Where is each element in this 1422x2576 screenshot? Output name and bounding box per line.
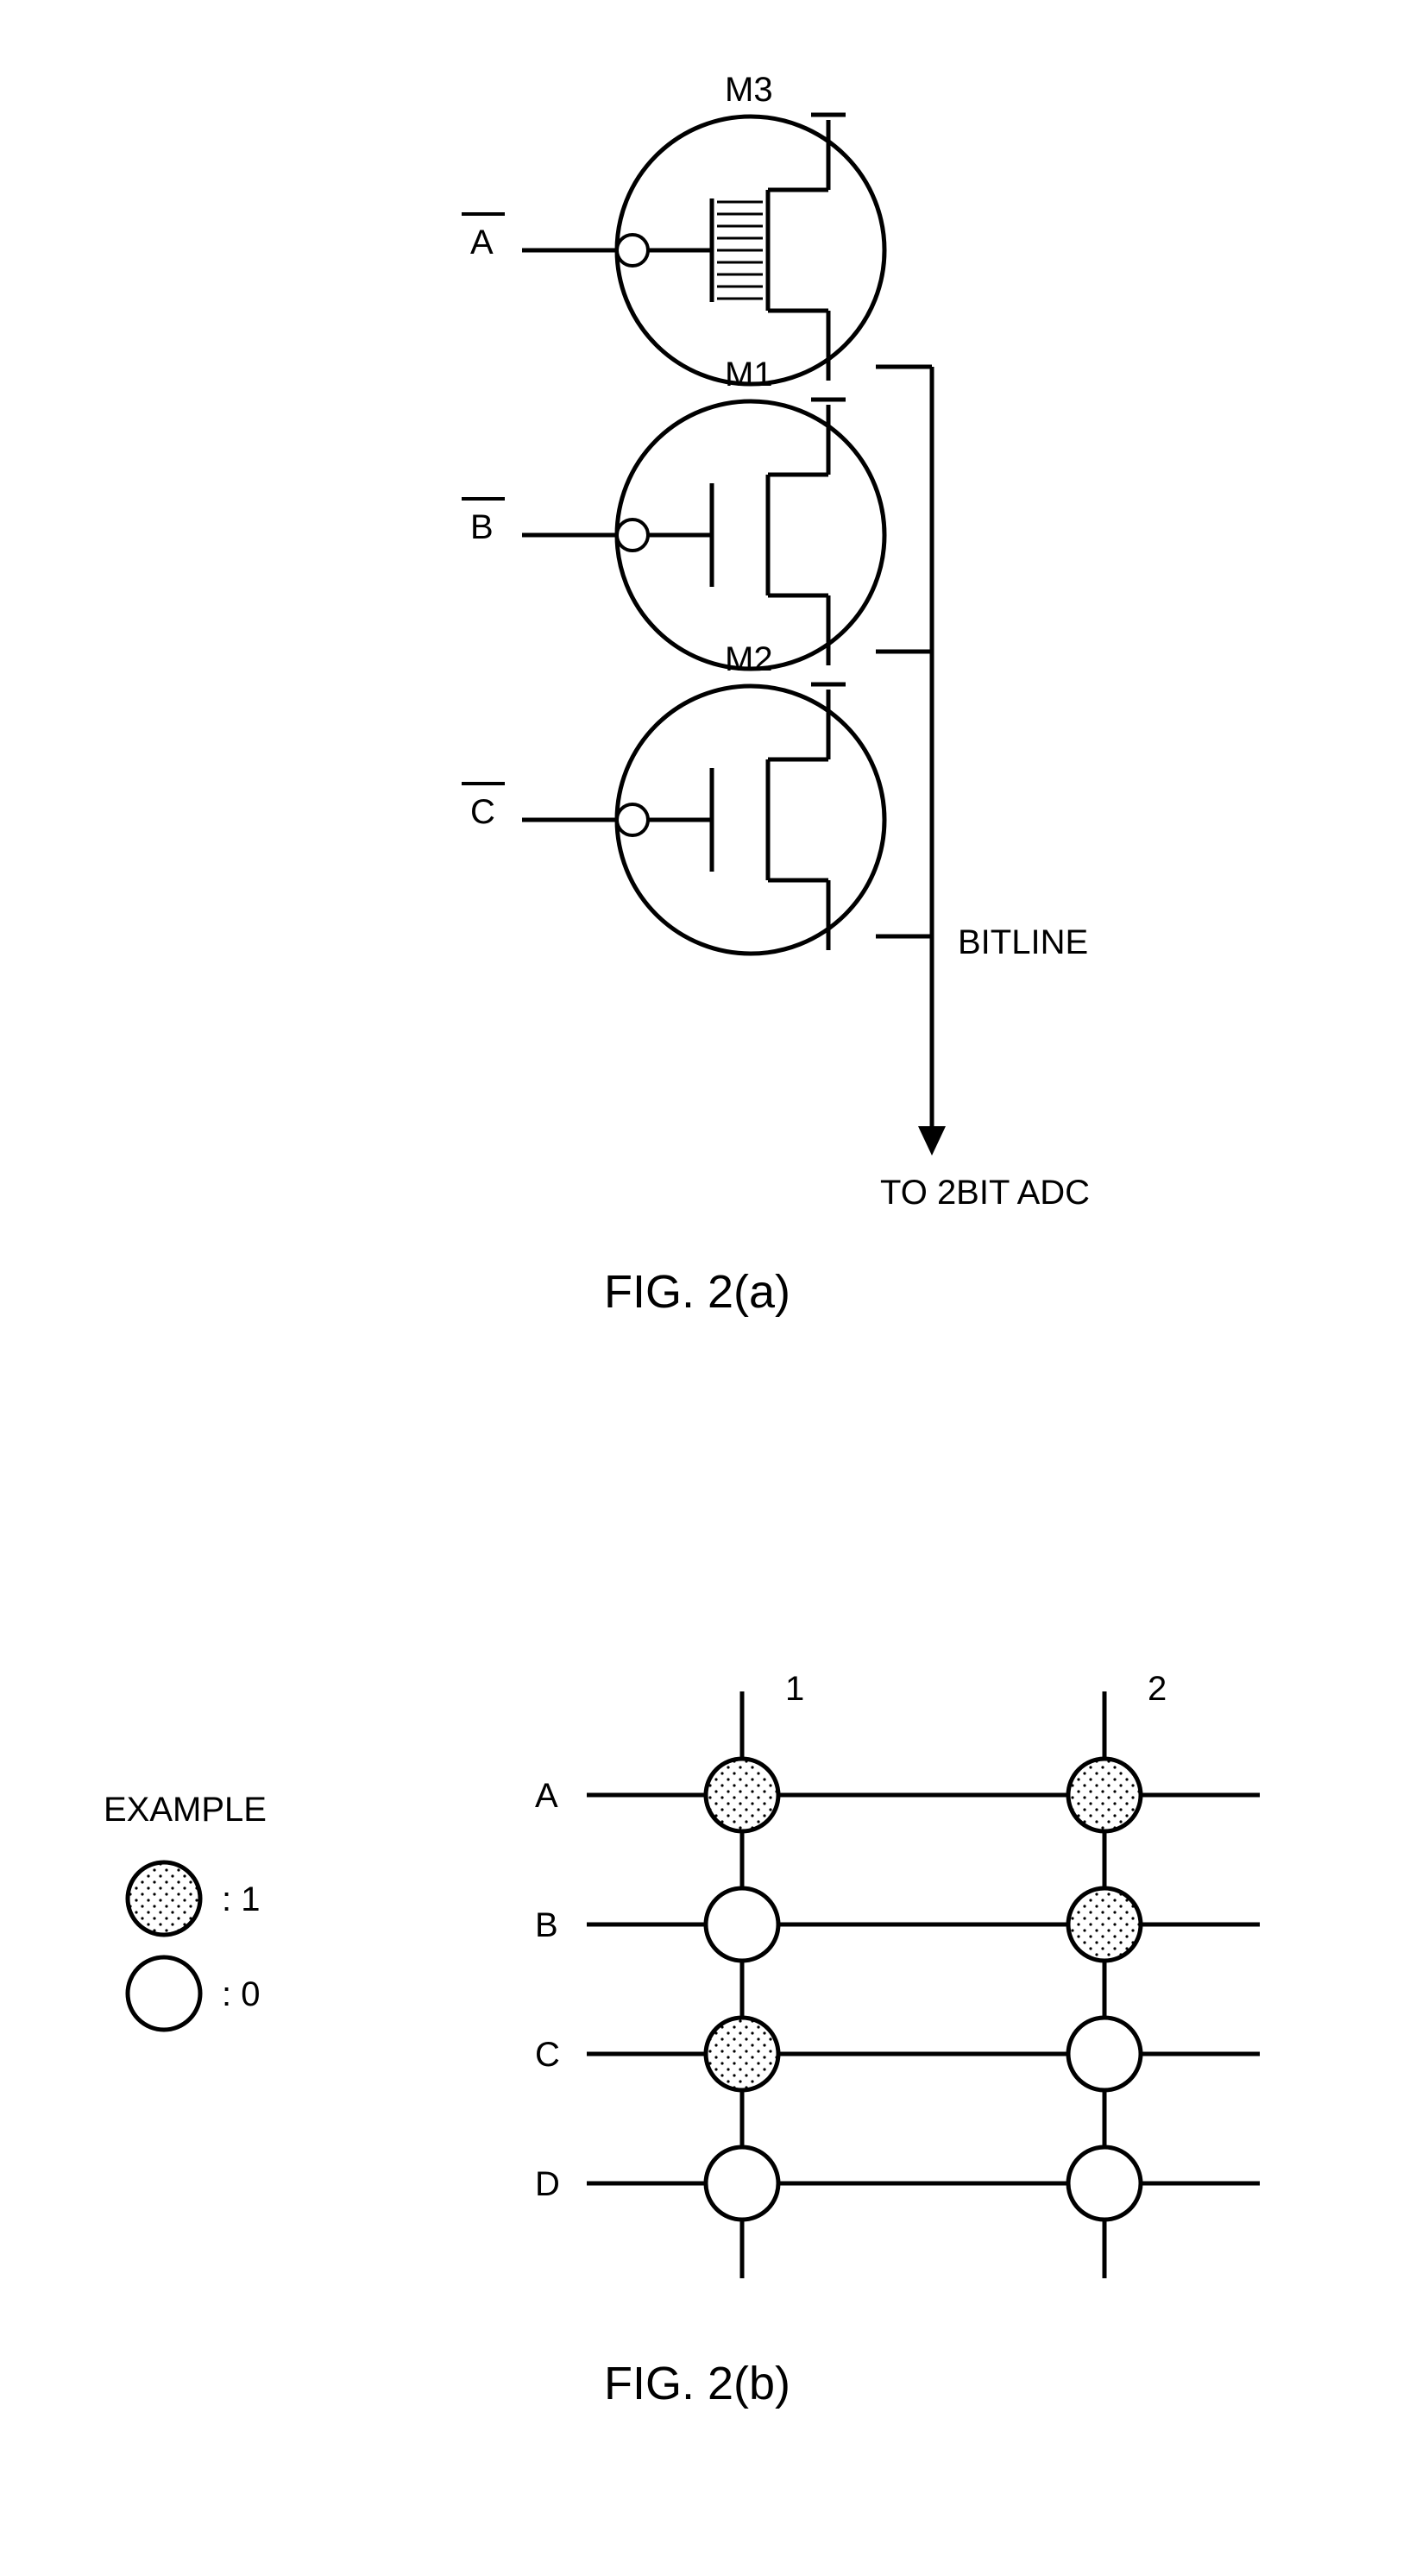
grid-node (706, 1888, 778, 1961)
grid-node (1068, 2147, 1141, 2220)
legend-node (128, 1957, 200, 2030)
row-label: A (535, 1777, 558, 1815)
fig-2b-caption: FIG. 2(b) (604, 2358, 790, 2409)
grid-node (1068, 2018, 1141, 2090)
grid-node (706, 2147, 778, 2220)
legend-title: EXAMPLE (104, 1791, 267, 1829)
bitline-arrow (918, 1126, 946, 1156)
output-label: TO 2BIT ADC (880, 1174, 1090, 1212)
row-label: B (535, 1906, 558, 1944)
col-label: 2 (1148, 1670, 1167, 1708)
legend-node (128, 1862, 200, 1935)
transistor-M3: M3 A (462, 71, 932, 384)
row-label: D (535, 2165, 560, 2203)
legend-label: : 1 (222, 1880, 260, 1918)
input-label: C (470, 793, 495, 831)
legend-label: : 0 (222, 1975, 260, 2013)
fig-2a-caption: FIG. 2(a) (604, 1266, 790, 1318)
fig-2b: 1 2 A B C D EXAMPLE : 1 : 0 FIG. 2(b) (0, 1571, 1422, 2520)
input-label: A (470, 224, 494, 261)
transistor-M1: M1 B (462, 356, 932, 669)
transistor-M2: M2 C (462, 640, 932, 954)
grid-node (1068, 1888, 1141, 1961)
grid-node (706, 1759, 778, 1831)
transistor-label: M2 (725, 640, 773, 678)
transistor-label: M1 (725, 356, 773, 394)
col-label: 1 (785, 1670, 804, 1708)
bitline-label: BITLINE (958, 923, 1088, 961)
grid-node (706, 2018, 778, 2090)
fig-2a: M3 A M1 B M2 C BITLINE TO 2BIT ADC FIG. 2(a) (0, 52, 1422, 1346)
grid-node (1068, 1759, 1141, 1831)
transistor-label: M3 (725, 71, 773, 109)
row-label: C (535, 2036, 560, 2074)
input-label: B (470, 508, 494, 546)
